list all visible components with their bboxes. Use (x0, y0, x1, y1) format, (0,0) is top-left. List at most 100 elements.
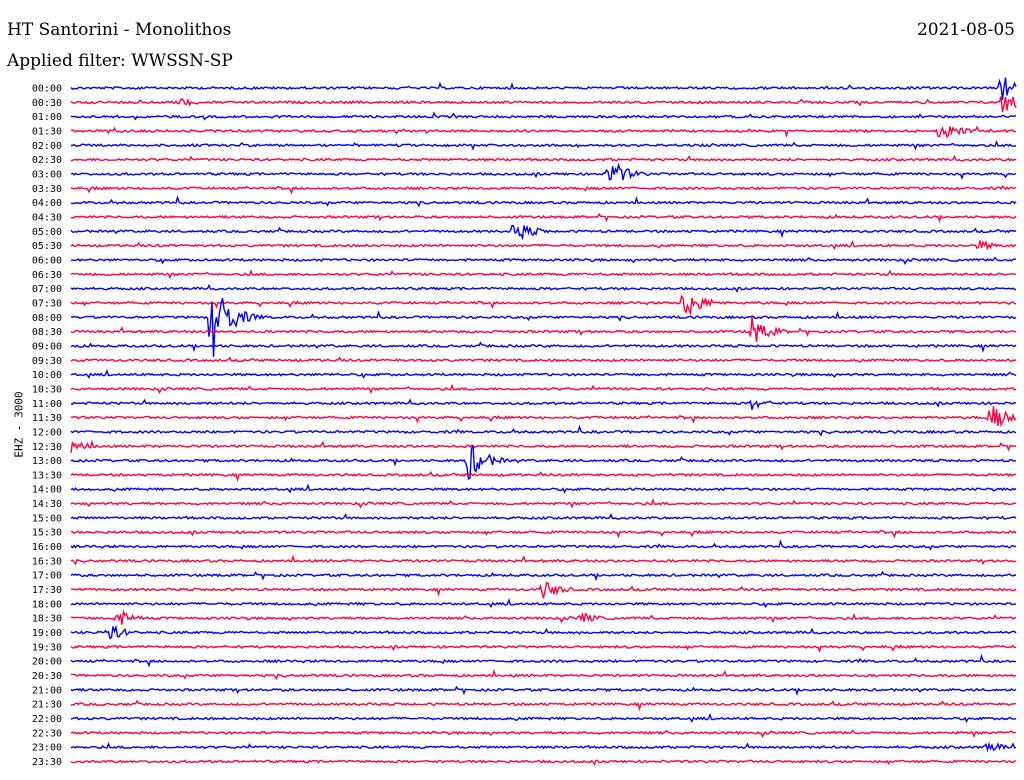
filter-label: Applied filter: WWSSN-SP (7, 51, 233, 71)
trace-2130 (70, 699, 1017, 712)
tick-label: 21:00 (32, 685, 62, 696)
trace-0100 (70, 111, 1017, 121)
trace-1300 (70, 444, 1017, 480)
trace-0930 (70, 356, 1017, 363)
tick-label: 08:00 (32, 313, 62, 324)
trace-0600 (70, 256, 1016, 266)
tick-label: 03:00 (32, 169, 62, 180)
tick-label: 20:00 (32, 657, 62, 668)
tick-label: 09:30 (32, 356, 62, 367)
tick-label: 19:30 (32, 642, 62, 653)
tick-label: 04:30 (32, 212, 62, 223)
trace-0630 (70, 268, 1017, 280)
trace-2300 (70, 741, 1017, 753)
trace-1200 (70, 424, 1017, 437)
tick-label: 18:00 (32, 599, 62, 610)
tick-label: 04:00 (32, 198, 62, 209)
tick-label: 23:30 (32, 757, 62, 768)
tick-label: 10:30 (32, 384, 62, 395)
tick-label: 02:30 (32, 155, 62, 166)
tick-label: 22:30 (32, 728, 62, 739)
tick-label: 00:00 (32, 84, 62, 95)
traces (70, 77, 1017, 766)
trace-0430 (70, 212, 1017, 224)
tick-label: 16:00 (32, 542, 62, 553)
tick-label: 18:30 (32, 614, 62, 625)
tick-label: 17:00 (32, 571, 62, 582)
trace-0230 (70, 154, 1017, 162)
tick-label: 06:30 (32, 270, 62, 281)
tick-label: 21:30 (32, 700, 62, 711)
trace-1830 (70, 609, 1017, 625)
tick-label: 09:00 (32, 341, 62, 352)
trace-1330 (70, 471, 1016, 483)
trace-0830 (70, 317, 1017, 343)
tick-label: 16:30 (32, 556, 62, 567)
station-title: HT Santorini - Monolithos (7, 20, 232, 40)
tick-label: 13:00 (32, 456, 62, 467)
trace-0800 (70, 297, 1017, 357)
tick-label: 15:00 (32, 513, 62, 524)
tick-label: 14:00 (32, 485, 62, 496)
tick-label: 11:30 (32, 413, 62, 424)
tick-label: 05:00 (32, 227, 62, 238)
tick-label: 20:30 (32, 671, 62, 682)
trace-0900 (70, 341, 1017, 354)
trace-1230 (70, 439, 1017, 453)
trace-1430 (70, 498, 1017, 509)
tick-label: 01:30 (32, 126, 62, 137)
trace-0400 (70, 195, 1017, 208)
tick-label: 00:30 (32, 98, 62, 109)
tick-label: 03:30 (32, 184, 62, 195)
trace-1630 (70, 554, 1017, 566)
trace-2230 (70, 729, 1017, 739)
tick-label: 02:00 (32, 141, 62, 152)
tick-label: 06:00 (32, 255, 62, 266)
trace-2000 (70, 653, 1017, 668)
trace-2030 (70, 668, 1017, 681)
tick-label: 13:30 (32, 470, 62, 481)
trace-2100 (70, 685, 1017, 696)
trace-1600 (70, 539, 1017, 551)
tick-label: 14:30 (32, 499, 62, 510)
trace-1700 (70, 570, 1017, 582)
tick-label: 12:00 (32, 427, 62, 438)
tick-label: 07:30 (32, 298, 62, 309)
trace-1100 (70, 398, 1017, 410)
trace-1030 (70, 383, 1017, 395)
trace-0200 (70, 139, 1017, 151)
record-date: 2021-08-05 (916, 20, 1015, 40)
tick-label: 15:30 (32, 528, 62, 539)
tick-label: 05:30 (32, 241, 62, 252)
tick-label: 07:00 (32, 284, 62, 295)
trace-1500 (70, 513, 1017, 521)
trace-1900 (70, 624, 1017, 640)
tick-label: 08:30 (32, 327, 62, 338)
trace-0000 (70, 77, 1017, 100)
trace-0030 (70, 96, 1017, 113)
trace-0730 (70, 294, 1017, 317)
trace-0700 (70, 283, 1017, 293)
trace-2330 (70, 759, 1017, 766)
tick-label: 23:00 (32, 743, 62, 754)
trace-0330 (70, 185, 1017, 195)
trace-0500 (70, 224, 1017, 241)
tick-label: 11:00 (32, 399, 62, 410)
tick-label: 19:00 (32, 628, 62, 639)
trace-2200 (70, 712, 1017, 724)
tick-label: 01:00 (32, 112, 62, 123)
trace-1400 (70, 483, 1017, 494)
trace-1530 (70, 529, 1017, 539)
trace-1000 (70, 368, 1017, 380)
tick-label: 22:00 (32, 714, 62, 725)
trace-1130 (70, 406, 1017, 428)
tick-label: 10:00 (32, 370, 62, 381)
trace-1930 (70, 644, 1017, 653)
trace-1730 (70, 581, 1017, 599)
trace-1800 (70, 598, 1017, 609)
trace-0530 (70, 239, 1017, 251)
tick-label: 17:30 (32, 585, 62, 596)
trace-0130 (70, 125, 1017, 139)
tick-label: 12:30 (32, 442, 62, 453)
